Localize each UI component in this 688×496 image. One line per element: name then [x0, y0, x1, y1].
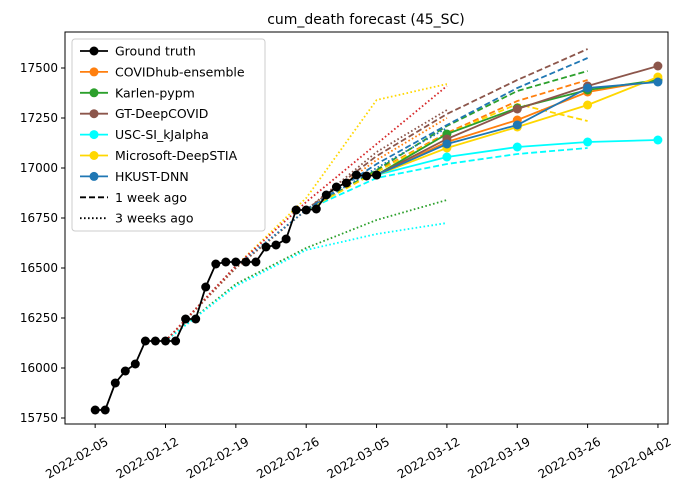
- ground-truth-point: [321, 190, 331, 200]
- ground-truth-point: [171, 336, 181, 346]
- ground-truth-point: [181, 314, 191, 324]
- legend-label-hkust-dnn: HKUST-DNN: [115, 169, 189, 184]
- y-tick-label: 17000: [20, 161, 58, 175]
- hkust-dnn-forecast-point: [653, 77, 663, 87]
- covidhub-ensemble-1-week-ago-line: [305, 79, 588, 211]
- ground-truth-point: [201, 282, 211, 292]
- legend-label-gt-deepcovid: GT-DeepCOVID: [115, 106, 208, 121]
- ground-truth-point: [161, 336, 170, 346]
- legend-label-microsoft-deepstia: Microsoft-DeepSTIA: [115, 148, 238, 163]
- legend-marker-microsoft-deepstia: [89, 151, 99, 160]
- ground-truth-point: [241, 257, 251, 267]
- ground-truth-point: [221, 257, 231, 267]
- x-tick-label: 2022-02-12: [114, 434, 181, 481]
- legend-marker-gt-deepcovid: [89, 109, 99, 119]
- plot-area-frame: [64, 31, 669, 425]
- y-tick-label: 17250: [20, 111, 58, 125]
- usc-si-kjalpha-forecast-point: [653, 135, 663, 145]
- y-tick-label: 16500: [20, 261, 58, 275]
- y-axis: 15750 16000 16250 16500 16750 17000 17250 17500: [20, 61, 65, 425]
- legend-label-karlen-pypm: Karlen-pypm: [115, 85, 195, 100]
- y-tick-label: 16250: [20, 311, 58, 325]
- legend-marker-usc-si-kjalpha: [89, 130, 99, 140]
- ground-truth-point: [100, 405, 110, 415]
- ground-truth-point: [281, 234, 291, 244]
- legend-marker-covidhub-ensemble: [89, 67, 99, 77]
- ground-truth-point: [291, 205, 301, 215]
- ground-truth-point: [130, 359, 140, 369]
- ground-truth-point: [110, 378, 120, 388]
- chart-title: cum_death forecast (45_SC): [267, 12, 465, 28]
- ground-truth-point: [331, 182, 341, 192]
- usc-si-kjalpha-forecast-point: [512, 142, 522, 152]
- usc-si-kjalpha-3-weeks-ago-line: [164, 222, 448, 342]
- ground-truth-point: [271, 240, 281, 250]
- x-tick-label: 2022-04-02: [606, 434, 673, 481]
- ground-truth-point: [301, 205, 311, 215]
- legend-marker-karlen-pypm: [89, 88, 99, 98]
- legend-label-ground-truth: Ground truth: [115, 44, 196, 59]
- x-tick-label: 2022-02-19: [184, 434, 251, 481]
- ground-truth-point: [362, 171, 371, 181]
- legend: Ground truth COVIDhub-ensemble Karlen-pypm…: [71, 38, 266, 232]
- legend-label-3-weeks-ago: 3 weeks ago: [115, 211, 194, 226]
- x-tick-label: 2022-03-19: [465, 434, 532, 481]
- usc-si-kjalpha-forecast-point: [583, 137, 593, 147]
- hkust-dnn-forecast-point: [512, 120, 522, 130]
- ground-truth-point: [90, 405, 100, 415]
- legend-marker-hkust-dnn: [89, 171, 99, 181]
- hkust-dnn-forecast-point: [583, 83, 593, 93]
- y-tick-label: 15750: [20, 411, 58, 425]
- legend-label-covidhub-ensemble: COVIDhub-ensemble: [115, 64, 245, 79]
- ground-truth-point: [231, 257, 241, 267]
- legend-box: [71, 38, 266, 232]
- hkust-dnn-1-week-ago-line: [305, 57, 588, 211]
- karlen-pypm-3-weeks-ago-line: [164, 199, 448, 342]
- ground-truth-point: [150, 336, 160, 346]
- x-tick-label: 2022-03-26: [536, 434, 603, 481]
- ground-truth-layer: [90, 170, 382, 415]
- ground-truth-point: [120, 366, 130, 376]
- y-tick-label: 16750: [20, 211, 58, 225]
- ground-truth-point: [211, 259, 221, 269]
- y-tick-label: 17500: [20, 61, 58, 75]
- x-tick-label: 2022-02-05: [43, 434, 110, 481]
- microsoft-deepstia-forecast-point: [583, 100, 593, 110]
- legend-marker-ground-truth: [89, 46, 99, 56]
- legend-label-usc-si-kjalpha: USC-SI_kJalpha: [115, 127, 209, 142]
- ground-truth-point: [311, 204, 321, 214]
- ground-truth-point: [341, 178, 351, 188]
- ground-truth-point: [372, 170, 382, 180]
- x-tick-label: 2022-02-26: [254, 434, 321, 481]
- hkust-dnn-forecast-point: [442, 139, 452, 149]
- ground-truth-point: [191, 314, 201, 324]
- x-tick-label: 2022-03-12: [395, 434, 462, 481]
- ground-truth-point: [351, 170, 361, 180]
- x-tick-label: 2022-03-05: [325, 434, 392, 481]
- usc-si-kjalpha-1-week-ago-line: [305, 147, 588, 211]
- ground-truth-point: [140, 336, 150, 346]
- ground-truth-point: [261, 242, 271, 252]
- legend-label-1-week-ago: 1 week ago: [115, 190, 187, 205]
- gt-deepcovid-forecast-point: [512, 104, 522, 114]
- gt-deepcovid-forecast-point: [653, 61, 663, 71]
- red-3-weeks-ago-line: [164, 85, 448, 342]
- x-axis: 2022-02-05 2022-02-12 2022-02-19 2022-02-26…: [43, 424, 673, 481]
- y-tick-label: 16000: [20, 361, 58, 375]
- ground-truth-point: [251, 257, 261, 267]
- usc-si-kjalpha-forecast-point: [442, 152, 452, 162]
